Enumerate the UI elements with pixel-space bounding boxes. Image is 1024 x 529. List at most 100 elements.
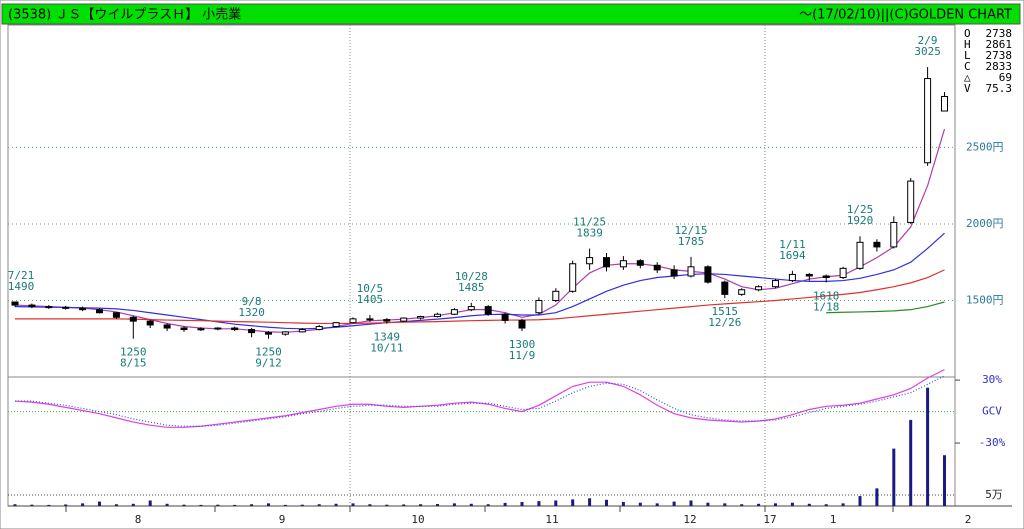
month-label: 2 <box>965 513 972 526</box>
header-right: ～(17/02/10)||(C)GOLDEN CHART <box>799 8 1012 23</box>
candle-body <box>670 269 678 277</box>
volume-bar <box>740 504 744 506</box>
volume-bar <box>81 503 85 506</box>
annotation-price: 1349 <box>374 331 401 344</box>
volume-bar <box>571 499 575 506</box>
annotation-date: 12/15 <box>674 224 707 237</box>
volume-bar <box>165 503 169 506</box>
annotation-price: 1300 <box>509 338 536 351</box>
info-label: △ <box>964 71 971 84</box>
volume-bar <box>672 501 676 506</box>
candle-body <box>146 320 154 326</box>
volume-bar <box>419 504 423 506</box>
volume-bar <box>621 502 625 506</box>
annotation-price: 1405 <box>357 293 384 306</box>
annotation-price: 1250 <box>255 346 282 359</box>
candle-body <box>62 306 70 309</box>
month-label: 17 <box>763 513 776 526</box>
candle-body <box>417 316 425 319</box>
candle-body <box>839 267 847 279</box>
volume-bar <box>351 503 355 506</box>
volume-bar <box>47 504 51 506</box>
header-bar <box>1 3 1021 25</box>
info-label: L <box>964 49 971 62</box>
annotation-date: 11/25 <box>573 216 606 229</box>
line-series <box>15 375 945 427</box>
volume-bar <box>790 502 794 506</box>
candle-body <box>755 286 763 291</box>
candle-body <box>112 312 120 318</box>
candle-body <box>248 329 256 334</box>
info-value: 69 <box>999 71 1012 84</box>
candle-body <box>180 327 188 331</box>
volume-bar <box>13 504 17 506</box>
candle-body <box>163 324 171 329</box>
volume-bar <box>283 504 287 506</box>
volume-bar <box>317 504 321 506</box>
volume-bar <box>199 504 203 506</box>
candle-body <box>704 266 712 283</box>
candle-body <box>890 221 898 248</box>
volume-bar <box>943 455 946 506</box>
annotation-date: 1/25 <box>847 203 874 216</box>
annotation-price: 1250 <box>120 346 147 359</box>
candle-body <box>315 325 323 331</box>
volume-bar <box>486 504 490 506</box>
candle-body <box>636 260 644 266</box>
volume-bar <box>182 504 186 506</box>
info-value: 2861 <box>986 38 1013 51</box>
volume-bar <box>554 500 558 506</box>
annotation-date: 11/9 <box>509 349 536 362</box>
y-tick-label: 2000円 <box>966 217 1004 230</box>
volume-bar <box>64 504 68 506</box>
info-label: C <box>964 60 971 73</box>
candle-body <box>265 332 272 335</box>
annotation-date: 9/12 <box>255 357 282 370</box>
candle-body <box>281 331 289 335</box>
volume-bar <box>858 496 862 506</box>
annotation-price: 1839 <box>576 227 603 240</box>
volume-bar <box>30 504 34 506</box>
candle-body <box>332 322 340 327</box>
candle-body <box>873 241 881 248</box>
line-series <box>14 128 946 333</box>
candle-body <box>907 180 915 223</box>
month-label: 10 <box>411 513 424 526</box>
line-series <box>15 269 945 325</box>
y-tick-label: 30% <box>982 373 1002 386</box>
candle-body <box>96 309 103 314</box>
volume-bar <box>385 504 389 506</box>
volume-bar <box>706 502 710 506</box>
candle-body <box>552 290 560 301</box>
volume-bar <box>402 504 406 506</box>
candle-body <box>738 289 746 295</box>
volume-bar <box>588 498 592 506</box>
volume-bar <box>824 504 828 506</box>
y-tick-label: GCV <box>982 405 1002 418</box>
annotation-date: 1/18 <box>813 300 840 313</box>
header-title: (3538) ＪＳ【ウイルプラスＨ】 小売業 <box>8 7 241 23</box>
candle-body <box>349 318 357 324</box>
candle-body <box>467 306 475 311</box>
volume-bar <box>233 504 237 506</box>
candle-body <box>518 319 526 329</box>
annotation-date: 2/9 <box>918 34 938 47</box>
candle-body <box>772 280 779 288</box>
volume-bar <box>148 500 152 506</box>
annotation-price: 1618 <box>813 289 840 302</box>
volume-bar <box>689 500 693 506</box>
volume-bar <box>98 501 101 506</box>
annotation-price: 1515 <box>712 305 739 318</box>
annotation-price: 3025 <box>914 45 941 58</box>
month-label: 1 <box>830 513 837 526</box>
volume-bar <box>723 503 727 506</box>
y-tick-label: -30% <box>979 436 1006 449</box>
candle-body <box>450 309 458 315</box>
annotation-price: 1785 <box>678 235 705 248</box>
volume-bar <box>469 503 473 506</box>
info-label: O <box>964 27 971 40</box>
volume-bar <box>841 503 845 506</box>
volume-bar <box>638 502 642 506</box>
volume-bar <box>503 502 507 506</box>
